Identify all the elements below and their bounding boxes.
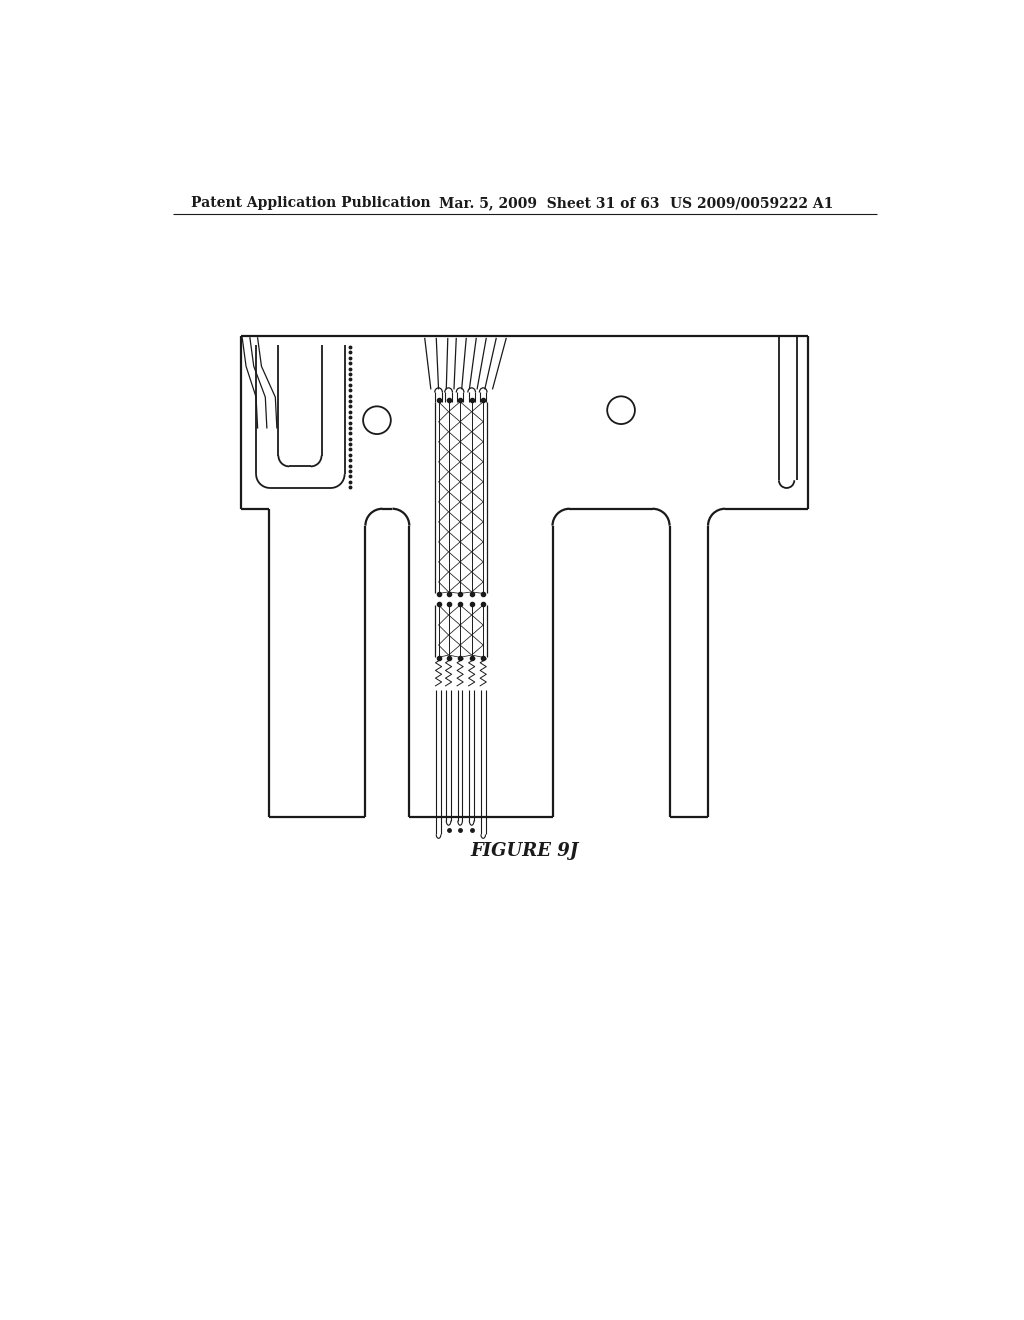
Text: Patent Application Publication: Patent Application Publication <box>190 197 430 210</box>
Text: Mar. 5, 2009  Sheet 31 of 63: Mar. 5, 2009 Sheet 31 of 63 <box>438 197 659 210</box>
Text: US 2009/0059222 A1: US 2009/0059222 A1 <box>670 197 833 210</box>
Text: FIGURE 9J: FIGURE 9J <box>471 842 579 861</box>
